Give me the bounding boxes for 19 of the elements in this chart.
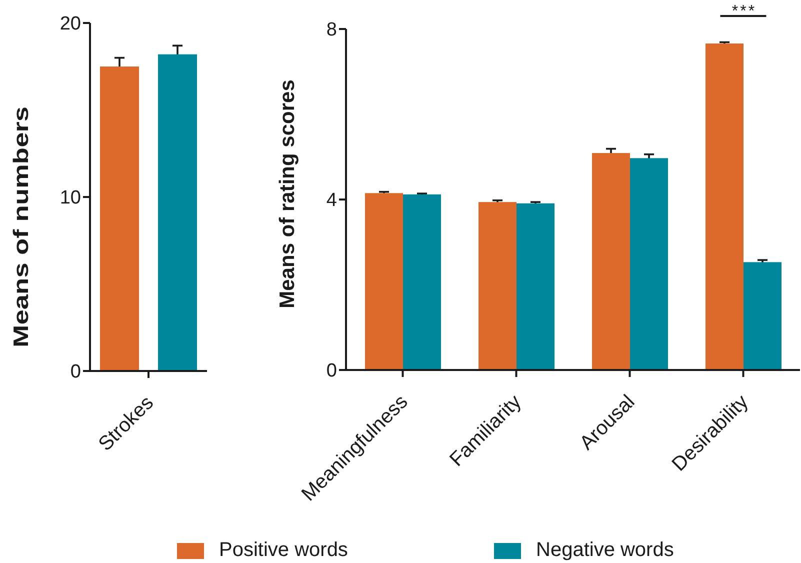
y-tick-label: 0 bbox=[70, 362, 81, 383]
y-tick-label: 8 bbox=[326, 20, 337, 41]
bar bbox=[592, 153, 630, 370]
bar bbox=[478, 202, 516, 370]
y-tick-label: 4 bbox=[326, 190, 338, 212]
legend-label: Positive words bbox=[219, 539, 348, 562]
y-axis-title: Means of rating scores bbox=[276, 80, 298, 308]
legend-label: Negative words bbox=[536, 539, 674, 562]
bar bbox=[516, 203, 554, 370]
bar bbox=[365, 193, 403, 370]
bar bbox=[744, 262, 782, 370]
y-tick-label: 20 bbox=[60, 14, 81, 35]
y-tick-label: 10 bbox=[60, 188, 81, 209]
bar bbox=[706, 43, 744, 370]
bar bbox=[630, 158, 668, 370]
text: *** bbox=[732, 3, 757, 20]
bar bbox=[403, 194, 441, 370]
y-axis-title: Means of numbers bbox=[9, 106, 33, 348]
y-tick-label: 0 bbox=[326, 360, 337, 382]
